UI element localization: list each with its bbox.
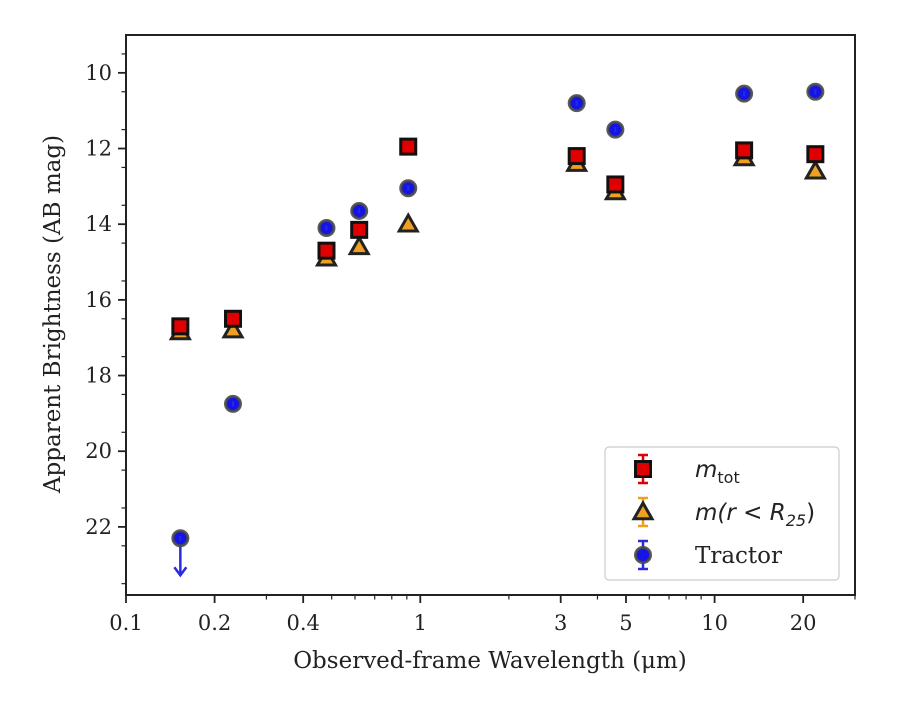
y-tick-label: 10 — [85, 61, 112, 85]
y-tick-label: 18 — [85, 364, 112, 388]
y-tick-label: 12 — [85, 137, 112, 161]
y-tick-label: 20 — [85, 439, 112, 463]
data-point — [317, 241, 336, 260]
legend-marker — [631, 499, 655, 521]
x-tick-label: 20 — [790, 611, 817, 635]
y-axis-title: Apparent Brightness (AB mag) — [40, 135, 66, 494]
data-point — [399, 137, 418, 156]
data-marks — [168, 82, 827, 578]
x-tick-label: 3 — [554, 611, 567, 635]
y-tick-label: 16 — [85, 288, 112, 312]
legend: mtot m(r < R25) Tractor — [604, 446, 840, 581]
series-circle — [171, 82, 825, 578]
data-point — [347, 234, 371, 256]
y-tick-label: 22 — [85, 515, 112, 539]
y-tick-label: 14 — [85, 212, 112, 236]
x-tick-label: 0.2 — [198, 611, 231, 635]
data-point — [350, 220, 369, 239]
series-triangle — [168, 145, 827, 341]
legend-label: Tractor — [695, 543, 782, 569]
data-point — [224, 309, 243, 328]
x-axis: 0.1 0.2 0.4 1 3 5 10 20 — [109, 595, 856, 635]
x-axis-title: Observed-frame Wavelength (μm) — [293, 648, 687, 674]
legend-marker — [634, 546, 652, 564]
plot-border — [125, 34, 856, 596]
legend-marker — [634, 460, 652, 478]
x-tick-label: 10 — [701, 611, 728, 635]
legend-box — [604, 446, 840, 581]
data-point — [606, 175, 625, 194]
x-tick-label: 1 — [414, 611, 427, 635]
x-tick-label: 5 — [619, 611, 632, 635]
x-tick-label: 0.1 — [109, 611, 142, 635]
data-point — [171, 317, 190, 336]
data-point — [396, 212, 420, 233]
series-square — [171, 137, 825, 336]
data-point — [803, 159, 827, 180]
data-point — [735, 141, 754, 160]
legend-label: mtot — [695, 457, 740, 487]
x-tick-label: 0.4 — [286, 611, 319, 635]
data-point — [567, 147, 586, 166]
data-point — [806, 145, 825, 164]
y-axis: 10 12 14 16 18 20 22 — [85, 53, 126, 585]
upper-limit-arrow-head — [173, 566, 188, 578]
legend-label: m(r < R25) — [695, 500, 815, 530]
plot-frame — [125, 34, 856, 596]
data-point — [221, 318, 245, 339]
